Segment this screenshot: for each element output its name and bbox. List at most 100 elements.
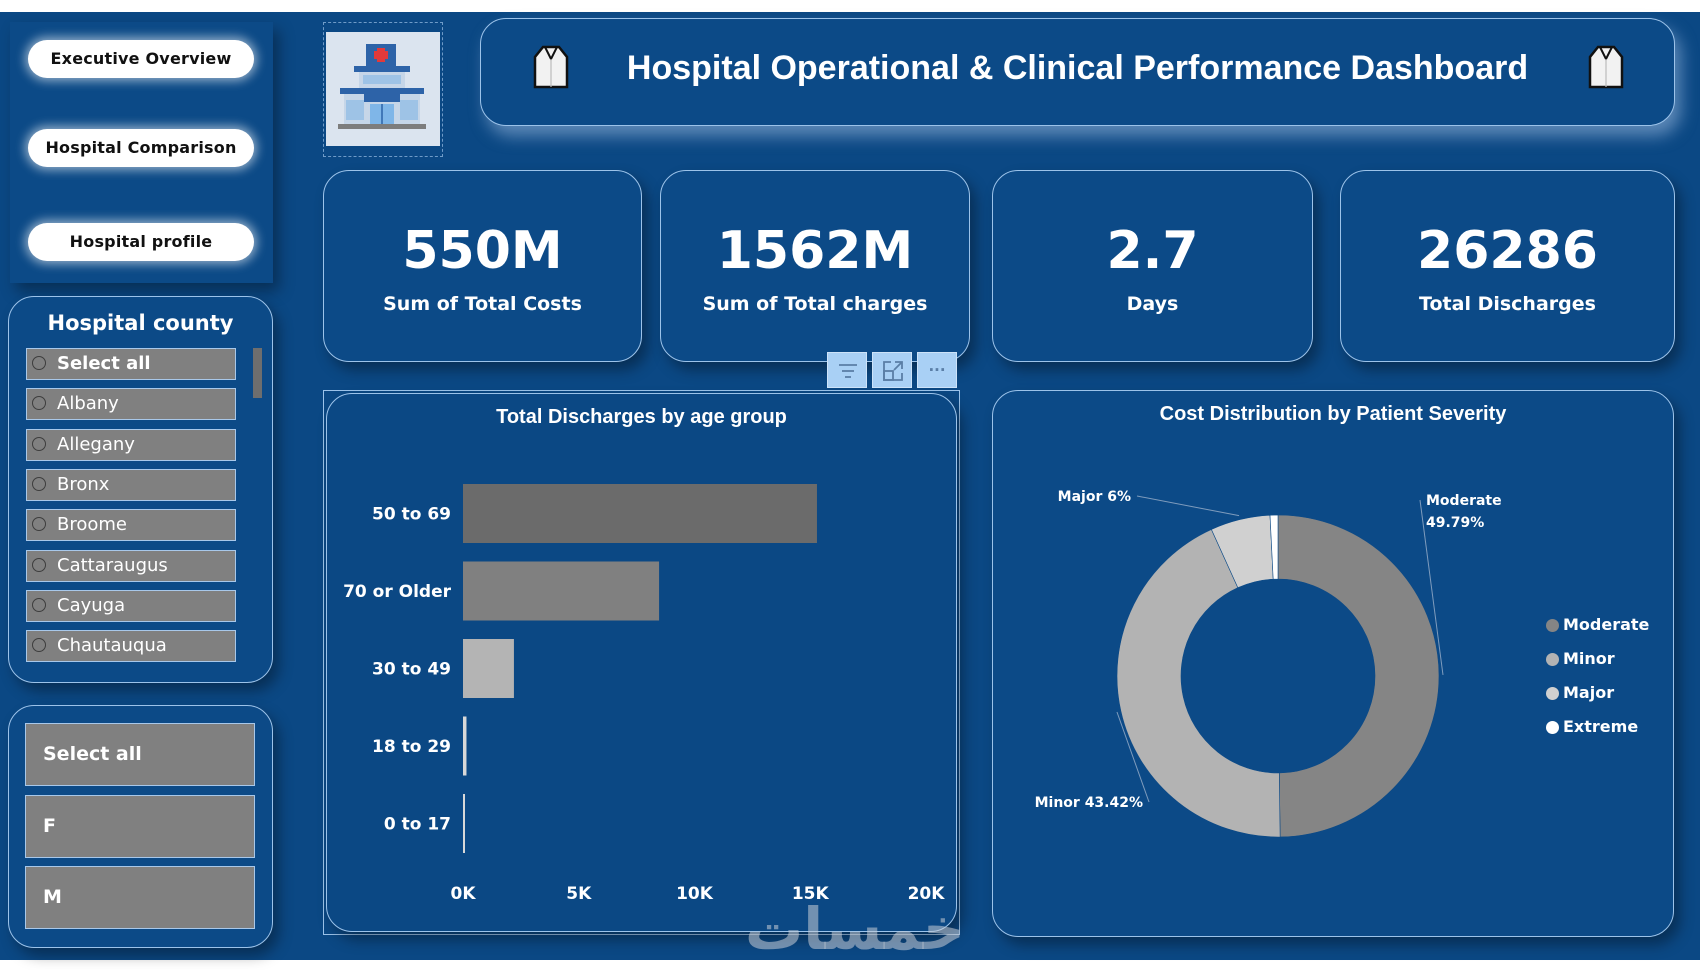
county-option-label: Chautauqua — [57, 635, 167, 657]
x-tick-label: 20K — [908, 884, 946, 904]
kpi-label: Sum of Total Costs — [383, 293, 582, 315]
county-option-label: Allegany — [57, 433, 135, 455]
dashboard-title-card: Hospital Operational & Clinical Performa… — [480, 18, 1675, 126]
bar-18-to-29[interactable] — [463, 716, 467, 776]
donut-slice-extreme[interactable] — [1269, 514, 1279, 580]
kpi-value: 2.7 — [1106, 221, 1199, 281]
county-option[interactable]: Broome — [26, 509, 236, 542]
x-tick-label: 15K — [792, 884, 830, 904]
gender-option-f[interactable]: F — [25, 795, 255, 858]
bar-chart-svg: 50 to 69 70 or Older 30 to 49 18 to 29 0 to … — [343, 484, 946, 904]
bar-0-to-17[interactable] — [463, 794, 465, 853]
county-option[interactable]: Allegany — [26, 428, 236, 461]
radio-icon[interactable] — [32, 557, 46, 572]
county-option-select-all[interactable]: Select all — [26, 348, 236, 380]
hospital-building-icon — [326, 32, 440, 146]
county-option-label: Broome — [57, 514, 127, 536]
y-tick-label: 18 to 29 — [372, 737, 451, 757]
radio-icon[interactable] — [32, 476, 46, 491]
bar-chart-title: Total Discharges by age group — [496, 406, 787, 428]
dashboard-title: Hospital Operational & Clinical Performa… — [626, 49, 1529, 87]
leader-line — [1419, 499, 1444, 675]
legend-dot-icon — [1546, 653, 1559, 666]
county-option[interactable]: Chautauqua — [26, 630, 236, 663]
radio-icon[interactable] — [32, 436, 46, 451]
donut-chart-svg: Moderate 49.79% Minor 43.42% Major 6% — [1035, 489, 1502, 838]
kpi-value: 1562M — [716, 221, 914, 281]
kpi-label: Total Discharges — [1419, 293, 1596, 315]
y-tick-label: 0 to 17 — [384, 815, 451, 835]
kpi-card-total-discharges: 26286 Total Discharges — [1340, 170, 1675, 362]
kpi-label: Days — [1126, 293, 1179, 315]
y-tick-label: 70 or Older — [343, 582, 452, 602]
kpi-card-total-costs: 550M Sum of Total Costs — [323, 170, 642, 362]
hospital-county-slicer: Hospital county Select all Albany Allegany… — [8, 296, 273, 683]
slicer-title: Hospital county — [47, 311, 234, 335]
bar-30-to-49[interactable] — [463, 639, 514, 698]
gender-option-select-all[interactable]: Select all — [25, 723, 255, 786]
data-label: Minor 43.42% — [1035, 795, 1143, 811]
gender-slicer: Select all F M — [8, 705, 273, 948]
filter-icon[interactable] — [827, 352, 867, 388]
hospital-profile-button[interactable]: Hospital profile — [28, 223, 254, 261]
county-option-label: Bronx — [57, 473, 110, 495]
radio-icon[interactable] — [32, 638, 46, 653]
data-label: Moderate — [1426, 493, 1502, 509]
bar-70-or-older[interactable] — [463, 561, 660, 621]
more-options-icon[interactable]: ··· — [917, 352, 957, 388]
legend-dot-icon — [1546, 721, 1559, 734]
x-tick-label: 10K — [676, 884, 714, 904]
donut-slice-minor[interactable] — [1116, 529, 1281, 838]
y-tick-label: 30 to 49 — [372, 660, 451, 680]
legend-dot-icon — [1546, 619, 1559, 632]
county-option-label: Cattaraugus — [57, 554, 168, 576]
legend-item-minor[interactable]: Minor — [1546, 648, 1615, 670]
y-tick-label: 50 to 69 — [372, 505, 451, 525]
donut-slice-moderate[interactable] — [1277, 514, 1440, 838]
navigation-panel: Executive Overview Hospital Comparison H… — [10, 22, 273, 283]
legend-item-major[interactable]: Major — [1546, 682, 1614, 704]
radio-icon[interactable] — [32, 396, 46, 411]
bar-chart-card: Total Discharges by age group 50 to 69 70… — [326, 393, 957, 932]
kpi-card-total-charges: 1562M Sum of Total charges — [660, 170, 970, 362]
kpi-card-length-of-stay: 2.7 Days — [992, 170, 1313, 362]
discharges-by-age-visual[interactable]: Total Discharges by age group 50 to 69 70… — [323, 390, 960, 935]
data-label: 49.79% — [1426, 515, 1484, 531]
watermark: خمسات — [745, 895, 965, 963]
legend-label: Extreme — [1563, 717, 1639, 736]
legend-dot-icon — [1546, 687, 1559, 700]
kpi-value: 550M — [402, 221, 563, 281]
county-option[interactable]: Cattaraugus — [26, 549, 236, 582]
legend-label: Moderate — [1563, 615, 1650, 634]
legend-item-extreme[interactable]: Extreme — [1546, 716, 1638, 738]
hospital-logo-frame — [323, 22, 443, 157]
bar-50-to-69[interactable] — [463, 484, 817, 543]
radio-icon[interactable] — [32, 517, 46, 532]
slicer-scrollbar[interactable] — [253, 348, 262, 398]
leader-line — [1136, 495, 1240, 517]
legend-label: Major — [1563, 683, 1615, 702]
county-option[interactable]: Cayuga — [26, 589, 236, 622]
executive-overview-button[interactable]: Executive Overview — [28, 40, 254, 78]
county-option[interactable]: Bronx — [26, 468, 236, 501]
kpi-label: Sum of Total charges — [702, 293, 928, 315]
gender-option-m[interactable]: M — [25, 866, 255, 929]
cost-by-severity-visual[interactable]: Cost Distribution by Patient Severity Mo… — [992, 390, 1674, 937]
lab-coat-icon — [1586, 43, 1626, 91]
county-option[interactable]: Albany — [26, 388, 236, 421]
leader-line — [1116, 711, 1150, 803]
county-option-label: Select all — [57, 353, 151, 374]
hospital-comparison-button[interactable]: Hospital Comparison — [28, 129, 254, 167]
focus-mode-icon[interactable] — [872, 352, 912, 388]
lab-coat-icon — [531, 43, 571, 91]
donut-chart-title: Cost Distribution by Patient Severity — [1159, 403, 1507, 425]
x-tick-label: 5K — [566, 884, 592, 904]
x-tick-label: 0K — [450, 884, 476, 904]
data-label: Major 6% — [1058, 489, 1131, 505]
county-option-label: Albany — [57, 393, 119, 415]
legend-item-moderate[interactable]: Moderate — [1546, 614, 1649, 636]
radio-icon[interactable] — [32, 356, 46, 370]
radio-icon[interactable] — [32, 597, 46, 612]
county-option-label: Cayuga — [57, 594, 126, 616]
more-options-label: ··· — [928, 361, 946, 379]
